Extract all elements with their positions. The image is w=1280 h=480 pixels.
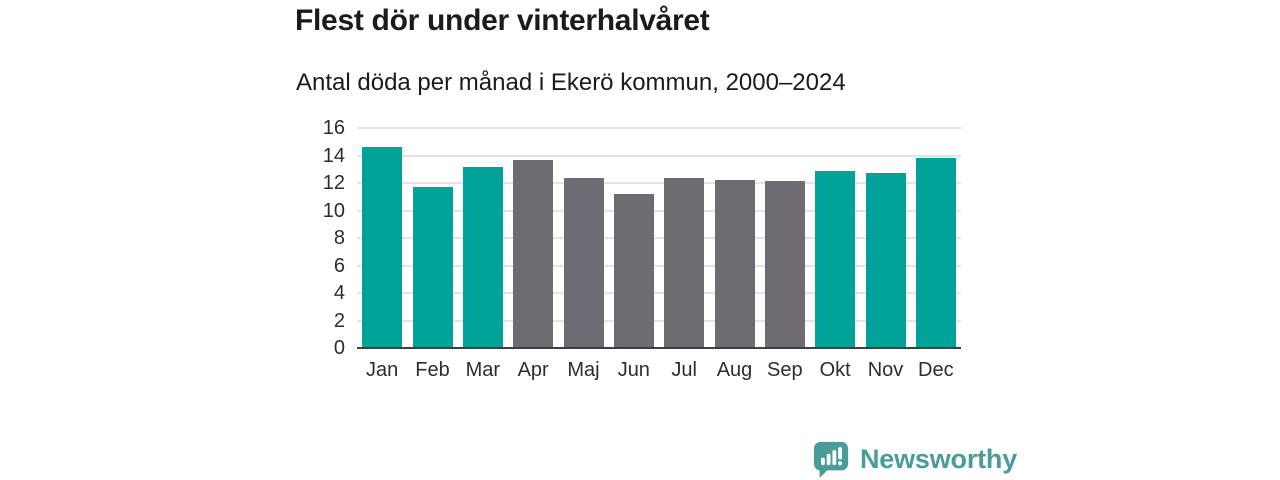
x-tick-label-jan: Jan bbox=[366, 359, 399, 381]
newsworthy-logo: Newsworthy bbox=[812, 440, 1017, 478]
newsworthy-speech-bubble-chart-icon bbox=[812, 440, 850, 478]
y-tick-label-8: 8 bbox=[333, 227, 345, 249]
bar-apr bbox=[513, 160, 554, 348]
bar-jun bbox=[613, 194, 654, 348]
plot-area: 0 2 4 6 8 10 12 14 16 Jan Feb Mar Apr Maj Jun Jul Aug Sep… bbox=[323, 118, 961, 381]
bar-dec bbox=[915, 157, 956, 348]
bar-maj bbox=[563, 177, 604, 348]
bar-feb bbox=[412, 187, 453, 348]
x-tick-label-dec: Dec bbox=[918, 359, 954, 381]
chart-subtitle: Antal döda per månad i Ekerö kommun, 200… bbox=[296, 69, 846, 96]
y-tick-label-6: 6 bbox=[333, 254, 345, 277]
gridline-y-2 bbox=[357, 319, 961, 322]
y-tick-label-14: 14 bbox=[322, 144, 345, 167]
bar-jan bbox=[362, 147, 403, 348]
x-tick-label-feb: Feb bbox=[415, 359, 450, 381]
gridline-y-14 bbox=[357, 154, 961, 157]
bar-sep bbox=[764, 180, 805, 348]
y-tick-label-12: 12 bbox=[322, 172, 345, 194]
y-tick-label-16: 16 bbox=[322, 117, 345, 139]
x-tick-label-sep: Sep bbox=[767, 359, 803, 381]
x-axis-line bbox=[357, 347, 961, 349]
gridline-y-6 bbox=[357, 264, 961, 267]
chart-title: Flest dör under vinterhalvåret bbox=[295, 4, 710, 37]
x-tick-label-mar: Mar bbox=[465, 359, 501, 381]
x-tick-label-maj: Maj bbox=[567, 359, 600, 381]
gridline-y-16 bbox=[357, 127, 961, 129]
gridline-y-10 bbox=[357, 209, 961, 212]
y-tick-label-2: 2 bbox=[333, 309, 345, 332]
brand-name: Newsworthy bbox=[860, 443, 1018, 474]
x-tick-label-nov: Nov bbox=[867, 359, 904, 381]
y-tick-label-0: 0 bbox=[333, 337, 345, 359]
gridline-y-8 bbox=[357, 237, 961, 239]
bar-nov bbox=[865, 172, 906, 348]
y-tick-label-10: 10 bbox=[322, 199, 345, 222]
bar-mar bbox=[462, 166, 503, 348]
x-tick-label-aug: Aug bbox=[716, 359, 753, 381]
bar-jul bbox=[664, 178, 705, 348]
bar-okt bbox=[815, 171, 856, 348]
x-tick-label-jun: Jun bbox=[617, 359, 650, 381]
bar-aug bbox=[714, 179, 755, 348]
y-tick-label-4: 4 bbox=[333, 282, 345, 304]
x-tick-label-apr: Apr bbox=[517, 359, 549, 381]
gridline-y-4 bbox=[357, 292, 961, 294]
x-tick-label-okt: Okt bbox=[819, 359, 851, 381]
gridline-y-12 bbox=[357, 182, 961, 184]
x-tick-label-jul: Jul bbox=[671, 359, 697, 381]
